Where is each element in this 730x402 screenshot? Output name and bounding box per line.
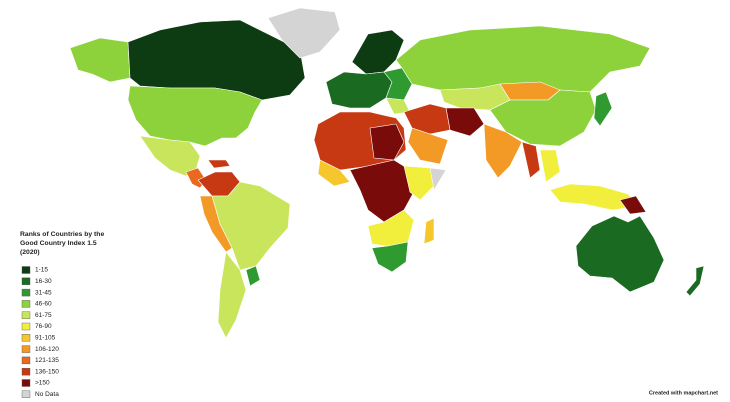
legend-label: >150: [35, 380, 50, 387]
papua-new-guinea: [619, 195, 647, 215]
south-africa: [371, 241, 409, 273]
legend-title: Ranks of Countries by the: [20, 231, 104, 238]
west-africa: [317, 159, 351, 187]
legend-swatch: [21, 356, 31, 365]
argentina-chile: [217, 251, 247, 339]
russia: [395, 25, 651, 93]
usa: [127, 85, 263, 147]
greenland: [267, 7, 341, 59]
caribbean: [207, 159, 231, 169]
somalia: [429, 167, 447, 191]
uruguay: [245, 265, 261, 287]
east-africa: [403, 165, 437, 201]
arabia: [407, 127, 449, 165]
legend-label: 61-75: [35, 312, 52, 319]
legend-swatch: [21, 334, 31, 342]
legend-swatch: [21, 311, 31, 319]
legend: 1-15 16-30 31-45 46-60 61-75 76-90 91-105 106-1…: [21, 266, 59, 398]
legend-label: 46-60: [35, 301, 52, 308]
legend-swatch: [21, 266, 31, 274]
legend-label: 76-90: [35, 323, 52, 330]
indochina: [539, 149, 561, 183]
legend-swatch: [21, 379, 31, 387]
legend-label: 16-30: [35, 278, 52, 285]
madagascar: [423, 217, 435, 245]
legend-swatch: [21, 390, 31, 398]
legend-label: 121-135: [35, 357, 59, 364]
legend-label: No Data: [35, 391, 59, 398]
australia: [575, 215, 665, 293]
southern-africa-mid: [367, 209, 415, 247]
canada: [127, 19, 306, 101]
legend-label: 1-15: [35, 267, 48, 274]
legend-swatch: [21, 368, 31, 376]
legend-swatch: [21, 345, 31, 353]
legend-swatch: [21, 288, 31, 297]
legend-label: 106-120: [35, 346, 59, 353]
india: [483, 123, 523, 179]
japan: [593, 91, 613, 127]
myanmar: [521, 141, 541, 179]
legend-label: 136-150: [35, 368, 59, 375]
legend-label: 91-105: [35, 335, 56, 342]
legend-title: (2020): [20, 249, 40, 256]
credit: Created with mapchart.net: [649, 390, 718, 396]
legend-swatch: [21, 277, 31, 285]
legend-title: Good Country Index 1.5: [20, 240, 97, 247]
alaska: [69, 37, 131, 83]
legend-label: 31-45: [35, 289, 52, 296]
legend-swatch: [21, 300, 31, 308]
legend-swatch: [21, 322, 31, 331]
peru-bolivia: [199, 195, 233, 253]
sahel: [369, 123, 405, 161]
new-zealand: [685, 265, 705, 297]
